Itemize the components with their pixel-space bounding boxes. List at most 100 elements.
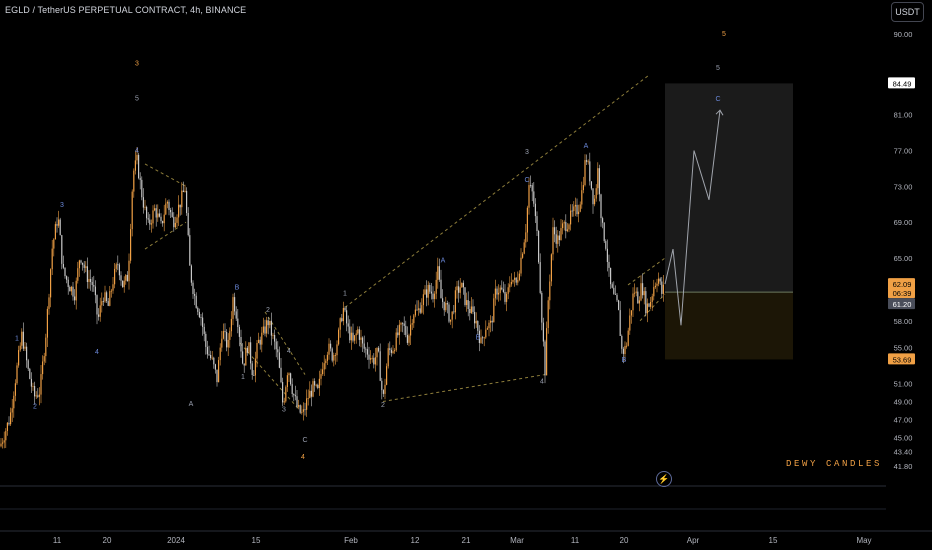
- candle-body: [102, 301, 104, 302]
- candle-body: [165, 203, 167, 215]
- wave-label: A: [584, 143, 589, 150]
- candle-body: [424, 289, 426, 295]
- candle-body: [427, 285, 429, 298]
- candle-body: [243, 363, 245, 366]
- candle-body: [334, 355, 336, 356]
- candle-body: [46, 308, 48, 338]
- candle-body: [595, 188, 597, 199]
- candle-body: [325, 360, 327, 364]
- candle-body: [381, 380, 383, 391]
- candle-body: [374, 357, 376, 365]
- projection-path[interactable]: [664, 110, 721, 326]
- candle-body: [624, 345, 626, 354]
- lightning-icon[interactable]: ⚡: [656, 471, 672, 487]
- candle-body: [464, 287, 466, 305]
- candle-body: [235, 311, 237, 319]
- candle-body: [488, 322, 490, 329]
- target-zone[interactable]: [665, 83, 793, 293]
- candle-body: [509, 284, 511, 288]
- candle-body: [328, 343, 330, 355]
- x-tick-label: 20: [620, 536, 629, 545]
- candle-body: [467, 300, 469, 309]
- candle-body: [475, 321, 477, 324]
- candle-body: [72, 286, 74, 297]
- candle-body: [117, 264, 119, 266]
- candle-body: [322, 369, 324, 374]
- trend-line[interactable]: [144, 221, 187, 250]
- candle-body: [90, 279, 92, 282]
- candle-body: [406, 335, 408, 343]
- candle-body: [282, 382, 284, 403]
- candle-body: [378, 347, 380, 352]
- candle-body: [526, 207, 528, 233]
- candle-body: [101, 301, 103, 306]
- candle-body: [531, 185, 533, 192]
- candle-body: [125, 275, 127, 281]
- candle-body: [395, 332, 397, 351]
- price-badge-label: 84.49: [893, 79, 912, 88]
- y-tick-label: 47.00: [894, 415, 913, 424]
- candle-body: [211, 357, 213, 359]
- candle-body: [477, 321, 479, 331]
- trend-line[interactable]: [144, 163, 187, 187]
- candle-body: [205, 333, 207, 347]
- candle-body: [451, 311, 453, 320]
- candle-body: [630, 310, 632, 316]
- price-badge-label: 62.09: [893, 280, 912, 289]
- candle-body: [162, 221, 164, 224]
- candle-body: [602, 218, 604, 223]
- candle-body: [576, 204, 578, 215]
- candle-body: [482, 337, 484, 339]
- candle-body: [131, 191, 133, 230]
- candle-body: [389, 348, 391, 350]
- candle-body: [453, 311, 455, 313]
- candle-body: [266, 320, 268, 334]
- candle-body: [226, 332, 228, 348]
- candle-body: [461, 282, 463, 288]
- candle-body: [499, 287, 501, 293]
- candle-body: [429, 285, 431, 292]
- candle-body: [24, 346, 26, 349]
- candle-body: [270, 320, 272, 336]
- wave-label: 1: [15, 336, 19, 343]
- candle-body: [571, 210, 573, 212]
- candle-body: [376, 347, 378, 358]
- candle-body: [192, 282, 194, 294]
- candle-body: [154, 208, 156, 211]
- candle-body: [398, 324, 400, 336]
- currency-button[interactable]: USDT: [891, 2, 924, 22]
- trend-line[interactable]: [382, 374, 546, 402]
- candle-body: [579, 204, 581, 212]
- x-tick-label: 11: [53, 536, 62, 545]
- candle-body: [341, 318, 343, 322]
- candle-body: [418, 308, 420, 310]
- trend-line[interactable]: [344, 73, 651, 308]
- candle-body: [301, 411, 303, 413]
- x-tick-label: May: [856, 536, 871, 545]
- candle-body: [355, 333, 357, 336]
- candle-body: [454, 290, 456, 313]
- candle-body: [224, 331, 226, 333]
- candle-body: [485, 329, 487, 338]
- candle-body: [637, 291, 639, 304]
- candle-body: [658, 278, 660, 284]
- y-tick-label: 55.00: [894, 344, 913, 353]
- candle-body: [405, 325, 407, 335]
- trend-line[interactable]: [627, 257, 666, 286]
- candle-body: [494, 288, 496, 299]
- candle-body: [419, 308, 421, 313]
- price-badge-label: 06:39: [893, 289, 912, 298]
- candle-body: [638, 300, 640, 304]
- candle-body: [21, 331, 23, 346]
- stop-zone[interactable]: [665, 292, 793, 360]
- candle-body: [179, 204, 181, 208]
- candle-body: [520, 257, 522, 274]
- candle-body: [202, 317, 204, 327]
- candle-body: [562, 223, 564, 229]
- candle-body: [640, 283, 642, 301]
- candle-body: [0, 443, 2, 447]
- wave-label: 1: [241, 374, 245, 381]
- candle-body: [5, 430, 7, 441]
- candle-body: [432, 293, 434, 300]
